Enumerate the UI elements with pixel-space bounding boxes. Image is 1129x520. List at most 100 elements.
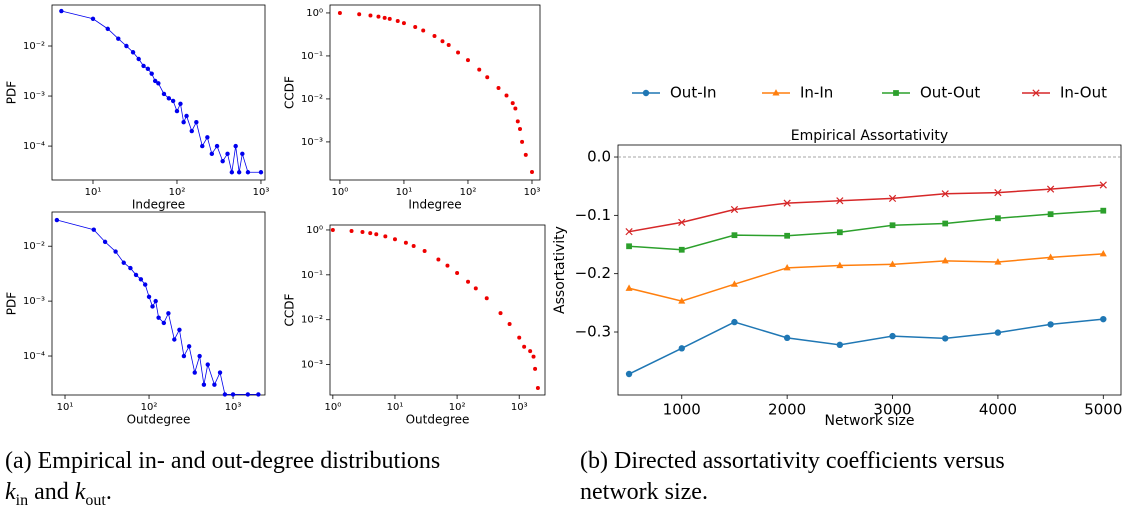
marker: [205, 135, 210, 140]
marker: [240, 151, 245, 157]
marker: [225, 151, 230, 157]
marker: [678, 218, 686, 226]
caption-text: .: [105, 479, 112, 505]
y-tick-label: 10⁻²: [23, 241, 45, 252]
marker: [392, 237, 397, 242]
axes-frame: [51, 211, 266, 396]
marker: [258, 170, 264, 175]
marker: [376, 14, 381, 19]
caption-line: (a) Empirical in- and out-degree distrib…: [5, 448, 441, 474]
marker: [889, 332, 896, 340]
y-axis-label: PDF: [5, 292, 19, 315]
marker: [233, 143, 238, 149]
x-axis-label: Indegree: [132, 198, 185, 212]
marker: [783, 264, 791, 271]
x-tick-label: 10³: [253, 187, 270, 198]
marker: [456, 50, 461, 55]
x-tick-label: 10¹: [57, 402, 74, 413]
chart-title: Empirical Assortativity: [791, 128, 948, 144]
x-tick-label: 10⁰: [324, 402, 341, 413]
x-tick-label: 10²: [169, 187, 186, 198]
y-tick-label: 10⁻⁴: [23, 351, 45, 362]
marker: [517, 335, 522, 340]
y-tick-label: −0.3: [575, 323, 611, 341]
marker: [116, 36, 121, 41]
y-tick-label: 10⁻¹: [301, 270, 323, 281]
y-axis-label: Assortativity: [552, 226, 568, 314]
marker: [186, 344, 192, 349]
marker: [1032, 89, 1040, 97]
caption-subscript: in: [15, 491, 29, 509]
marker: [731, 318, 738, 326]
marker: [440, 39, 445, 44]
marker: [1047, 253, 1055, 260]
y-tick-label: 10⁻⁴: [23, 141, 45, 152]
marker: [625, 370, 633, 378]
marker: [245, 170, 251, 175]
x-tick-label: 10³: [225, 402, 242, 413]
marker: [413, 25, 418, 30]
marker: [337, 10, 342, 15]
marker: [214, 143, 220, 149]
caption-subscript: out: [85, 491, 106, 509]
marker: [432, 34, 437, 39]
marker: [395, 18, 400, 23]
x-tick-label: 10³: [524, 187, 541, 198]
y-tick-label: 10⁻³: [23, 91, 45, 102]
marker: [178, 101, 183, 106]
marker: [90, 16, 96, 21]
marker: [374, 232, 379, 237]
x-tick-label: 10²: [141, 402, 158, 413]
legend-label: In-In: [800, 84, 833, 102]
marker: [105, 26, 110, 32]
marker: [387, 16, 392, 21]
y-axis-label: PDF: [5, 81, 19, 104]
marker: [731, 232, 738, 239]
marker: [513, 106, 518, 111]
marker: [201, 382, 207, 387]
marker: [174, 108, 180, 114]
marker: [626, 243, 632, 250]
marker: [136, 56, 141, 62]
marker: [528, 349, 533, 354]
marker: [889, 222, 896, 229]
marker: [170, 98, 176, 104]
marker: [368, 231, 373, 236]
marker: [783, 334, 791, 342]
marker: [836, 341, 844, 349]
marker: [678, 297, 686, 304]
caption-line: (b) Directed assortativity coefficients …: [580, 448, 1005, 474]
marker: [498, 311, 503, 316]
marker: [941, 257, 949, 264]
marker: [177, 327, 182, 333]
marker: [1047, 321, 1054, 328]
marker: [153, 298, 158, 304]
marker: [156, 315, 161, 320]
x-tick-label: 10²: [449, 402, 466, 413]
y-axis-label: CCDF: [283, 76, 297, 109]
marker: [523, 152, 528, 157]
y-axis-label: CCDF: [283, 293, 297, 326]
marker: [1099, 250, 1107, 257]
x-tick-label: 5000: [1084, 401, 1122, 419]
marker: [836, 229, 843, 236]
caption-line: network size.: [580, 479, 708, 505]
axes-frame: [329, 4, 541, 181]
marker: [357, 12, 362, 17]
marker: [141, 63, 146, 69]
marker: [504, 93, 509, 98]
marker: [836, 197, 844, 205]
caption-line: kin and kout.: [5, 477, 440, 516]
marker: [349, 228, 354, 233]
marker: [166, 96, 172, 101]
marker: [91, 227, 96, 232]
y-tick-label: 10⁰: [306, 225, 323, 236]
marker: [893, 90, 899, 96]
y-tick-label: 10⁰: [306, 8, 323, 19]
marker: [783, 199, 791, 207]
marker: [533, 366, 538, 371]
marker: [1100, 315, 1107, 323]
marker: [678, 345, 685, 352]
series-line: [629, 209, 1104, 251]
